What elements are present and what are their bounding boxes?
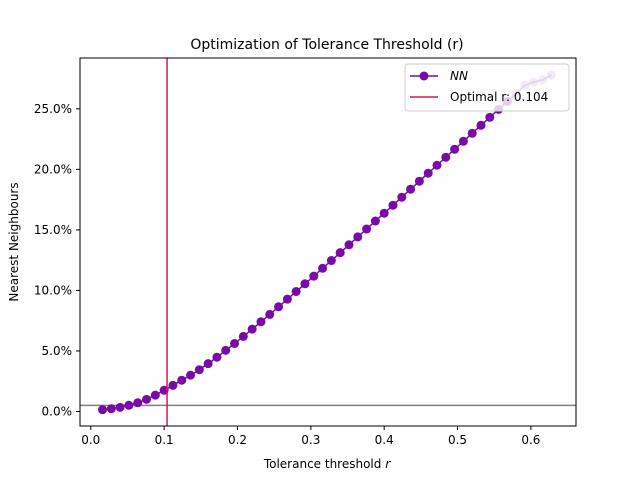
x-tick-label: 0.4	[375, 433, 394, 447]
y-tick-label: 10.0%	[34, 283, 72, 297]
data-point	[124, 400, 134, 410]
y-tick-label: 20.0%	[34, 162, 72, 176]
legend: NN Optimal r: 0.104	[404, 63, 570, 112]
data-point	[212, 352, 222, 362]
data-point	[450, 144, 460, 154]
legend-nn-marker	[419, 71, 429, 81]
x-axis-label: Tolerance threshold r	[263, 457, 391, 471]
legend-optimal-label: Optimal r: 0.104	[450, 90, 548, 104]
data-point	[414, 176, 424, 186]
data-point	[221, 345, 231, 355]
data-point	[177, 375, 187, 385]
data-point	[168, 380, 178, 390]
data-point	[406, 184, 416, 194]
data-point	[335, 248, 345, 258]
data-point	[230, 338, 240, 348]
data-point	[344, 240, 354, 250]
legend-frame	[404, 63, 570, 112]
axes-frame	[79, 57, 577, 427]
legend-nn-label: NN	[450, 69, 468, 83]
data-point	[300, 279, 310, 289]
data-point	[142, 394, 152, 404]
data-point	[186, 370, 196, 380]
data-point	[441, 152, 451, 162]
data-point	[318, 263, 328, 273]
y-axis-label: Nearest Neighbours	[7, 182, 21, 301]
data-point	[265, 309, 275, 319]
data-point	[238, 331, 248, 341]
data-point	[485, 112, 495, 122]
data-point	[309, 271, 319, 281]
x-tick-label: 0.5	[448, 433, 467, 447]
data-point	[476, 120, 486, 130]
y-tick-label: 0.0%	[42, 404, 73, 418]
data-point	[291, 287, 301, 297]
data-point	[467, 128, 477, 138]
data-point	[379, 208, 389, 218]
data-point	[282, 294, 292, 304]
data-point	[370, 216, 380, 226]
chart-title: Optimization of Tolerance Threshold (r)	[190, 37, 463, 53]
y-tick-label: 5.0%	[42, 344, 73, 358]
data-point	[397, 192, 407, 202]
data-point	[247, 324, 257, 334]
data-point	[326, 256, 336, 266]
x-tick-label: 0.2	[228, 433, 247, 447]
data-point	[194, 365, 204, 375]
y-tick-label: 15.0%	[34, 223, 72, 237]
x-tick-label: 0.0	[81, 433, 100, 447]
data-point	[432, 160, 442, 170]
data-point	[362, 224, 372, 234]
x-axis-label-var: r	[385, 457, 391, 471]
x-tick-label: 0.1	[155, 433, 174, 447]
data-point	[423, 168, 433, 178]
data-point	[353, 232, 363, 242]
data-point	[458, 136, 468, 146]
data-point	[106, 404, 116, 414]
data-point	[274, 302, 284, 312]
data-point	[256, 317, 266, 327]
data-point	[98, 405, 108, 415]
data-point	[115, 402, 125, 412]
y-tick-label: 25.0%	[34, 102, 72, 116]
data-point	[133, 398, 143, 408]
data-point	[150, 390, 160, 400]
plot-area: 0.0 0.1 0.2 0.3 0.4 0.5 0.6 0.0% 5.0% 10.0% 15.0% 2…	[34, 57, 577, 447]
x-axis-label-text: Tolerance threshold	[263, 457, 382, 471]
data-point	[388, 200, 398, 210]
x-tick-label: 0.3	[301, 433, 320, 447]
series-line-NN	[102, 74, 552, 411]
data-point	[203, 359, 213, 369]
x-tick-label: 0.6	[521, 433, 540, 447]
